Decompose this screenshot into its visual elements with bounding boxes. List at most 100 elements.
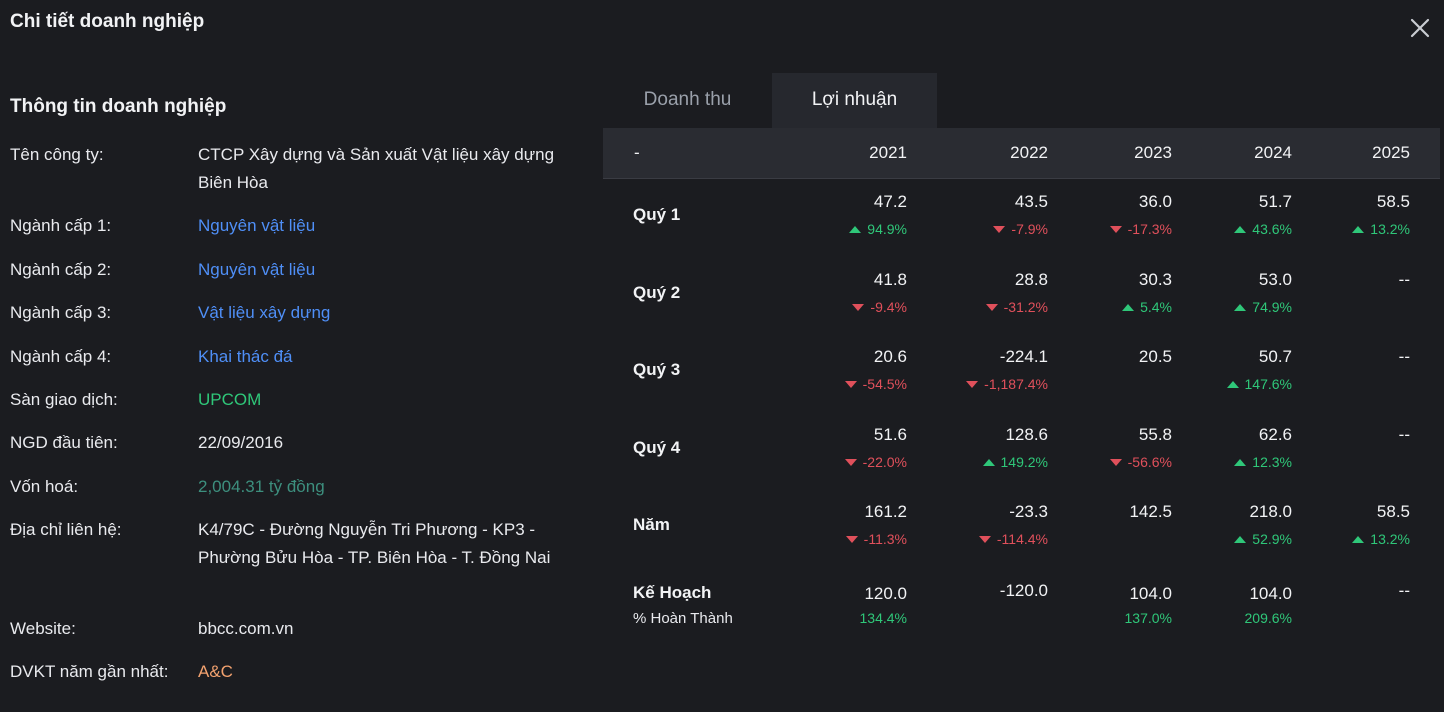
change-percent: 43.6% — [1172, 219, 1292, 239]
first-trade-value: 22/09/2016 — [198, 433, 284, 452]
cell-2022: 43.5 -7.9% — [928, 191, 1048, 239]
change-percent: 149.2% — [928, 452, 1048, 472]
cell-value: 47.2 — [873, 192, 907, 211]
cell-2022: -224.1 -1,187.4% — [928, 346, 1048, 394]
cell-2021: 51.6 -22.0% — [787, 424, 907, 472]
table-row: Quý 2 41.8 -9.4% 28.8 -31.2% 30.3 5.4% 53.0 74.9… — [603, 269, 1440, 347]
header-year-2021: 2021 — [869, 143, 907, 162]
cell-2025: -- — [1290, 346, 1410, 368]
change-percent: 13.2% — [1290, 219, 1410, 239]
triangle-up-icon — [1234, 458, 1247, 466]
table-header: - 2021 2022 2023 2024 2025 — [603, 128, 1440, 179]
change-value: 5.4% — [1140, 299, 1172, 315]
cell-2024: 218.0 52.9% — [1172, 501, 1292, 549]
header-label-column: - — [634, 143, 640, 162]
cell-2023: 55.8 -56.6% — [1052, 424, 1172, 472]
completion-percent: 134.4% — [859, 610, 907, 626]
triangle-down-icon — [1109, 458, 1122, 466]
cell-2023: 142.5 — [1052, 501, 1172, 523]
company-name-label: Tên công ty: — [10, 145, 104, 164]
website-label: Website: — [10, 619, 76, 638]
auditor-link[interactable]: A&C — [198, 662, 233, 681]
cell-2025: 58.5 13.2% — [1290, 191, 1410, 239]
cell-value: 142.5 — [1129, 502, 1172, 521]
tab-profit[interactable]: Lợi nhuận — [772, 73, 937, 128]
triangle-up-icon — [1234, 303, 1247, 311]
triangle-up-icon — [849, 225, 862, 233]
row-label: Quý 4 — [633, 438, 681, 457]
header-year-2022: 2022 — [1010, 143, 1048, 162]
row-label: Quý 3 — [633, 360, 681, 379]
change-value: -1,187.4% — [984, 376, 1048, 392]
market-cap-label: Vốn hoá: — [10, 477, 79, 496]
cell-value: -- — [1398, 347, 1410, 366]
cell-value: 28.8 — [1014, 270, 1048, 289]
triangle-down-icon — [993, 225, 1006, 233]
change-percent: -11.3% — [787, 529, 907, 549]
cell-value: 36.0 — [1138, 192, 1172, 211]
company-info-heading: Thông tin doanh nghiệp — [10, 96, 227, 117]
cell-2025: -- — [1290, 424, 1410, 446]
change-value: -17.3% — [1127, 221, 1172, 237]
cell-value: 51.6 — [873, 425, 907, 444]
triangle-up-icon — [1352, 225, 1365, 233]
cell-value: 20.5 — [1138, 347, 1172, 366]
cell-value: 30.3 — [1138, 270, 1172, 289]
cell-2024: 62.6 12.3% — [1172, 424, 1292, 472]
change-percent: -17.3% — [1052, 219, 1172, 239]
first-trade-label: NGD đầu tiên: — [10, 433, 118, 452]
header-year-2024: 2024 — [1254, 143, 1292, 162]
change-percent: 13.2% — [1290, 529, 1410, 549]
tab-revenue[interactable]: Doanh thu — [643, 89, 732, 110]
cell-value: 128.6 — [1005, 425, 1048, 444]
close-icon[interactable] — [1408, 16, 1432, 40]
exchange-label: Sàn giao dịch: — [10, 390, 118, 409]
change-percent: -54.5% — [787, 374, 907, 394]
plan-value: -120.0 — [999, 581, 1048, 600]
change-percent: -22.0% — [787, 452, 907, 472]
cell-2022: -23.3 -114.4% — [928, 501, 1048, 549]
change-value: -31.2% — [1003, 299, 1048, 315]
cell-value: 62.6 — [1258, 425, 1292, 444]
sector1-label: Ngành cấp 1: — [10, 216, 112, 235]
change-percent: 12.3% — [1172, 452, 1292, 472]
plan-cell-2025: -- — [1290, 580, 1410, 602]
change-value: -11.3% — [863, 531, 907, 547]
address-value: K4/79C - Đường Nguyễn Tri Phương - KP3 -… — [198, 520, 551, 567]
cell-2023: 36.0 -17.3% — [1052, 191, 1172, 239]
cell-value: 41.8 — [873, 270, 907, 289]
triangle-down-icon — [978, 535, 991, 543]
sector4-link[interactable]: Khai thác đá — [198, 347, 293, 366]
table-row: Quý 1 47.2 94.9% 43.5 -7.9% 36.0 -17.3% 51.7 43.… — [603, 191, 1440, 269]
sector3-link[interactable]: Vật liệu xây dựng — [198, 303, 331, 322]
completion-percent: 137.0% — [1124, 610, 1172, 626]
change-value: -7.9% — [1011, 221, 1048, 237]
sector1-link[interactable]: Nguyên vật liệu — [198, 216, 316, 235]
change-value: -54.5% — [862, 376, 907, 392]
cell-2024: 51.7 43.6% — [1172, 191, 1292, 239]
triangle-down-icon — [966, 380, 979, 388]
triangle-up-icon — [1234, 535, 1247, 543]
change-value: 52.9% — [1252, 531, 1292, 547]
dialog-title: Chi tiết doanh nghiệp — [10, 11, 205, 32]
auditor-label: DVKT năm gần nhất: — [10, 662, 169, 681]
cell-value: 55.8 — [1138, 425, 1172, 444]
cell-value: 161.2 — [864, 502, 907, 521]
change-percent: 147.6% — [1172, 374, 1292, 394]
change-percent: -56.6% — [1052, 452, 1172, 472]
cell-2024: 53.0 74.9% — [1172, 269, 1292, 317]
triangle-down-icon — [1109, 225, 1122, 233]
cell-value: 50.7 — [1258, 347, 1292, 366]
plan-value: 120.0 — [864, 584, 907, 603]
change-value: 94.9% — [867, 221, 907, 237]
cell-2023: 20.5 — [1052, 346, 1172, 368]
change-value: 147.6% — [1244, 376, 1292, 392]
sector2-link[interactable]: Nguyên vật liệu — [198, 260, 316, 279]
plan-cell-2022: -120.0 — [928, 580, 1048, 602]
change-value: 12.3% — [1252, 454, 1292, 470]
triangle-up-icon — [1226, 380, 1239, 388]
cell-2021: 47.2 94.9% — [787, 191, 907, 239]
change-value: -22.0% — [862, 454, 907, 470]
completion-label: % Hoàn Thành — [633, 610, 733, 627]
change-value: 149.2% — [1000, 454, 1048, 470]
